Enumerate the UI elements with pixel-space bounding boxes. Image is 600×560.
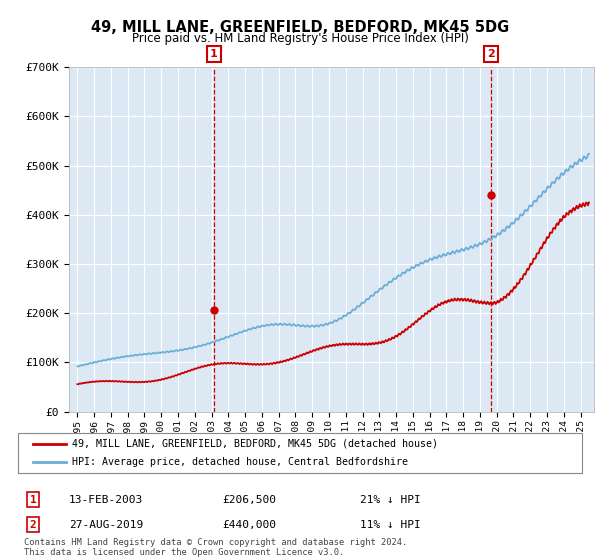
Text: 1: 1 (210, 49, 217, 59)
Text: 13-FEB-2003: 13-FEB-2003 (69, 494, 143, 505)
Text: HPI: Average price, detached house, Central Bedfordshire: HPI: Average price, detached house, Cent… (72, 458, 408, 467)
Text: 49, MILL LANE, GREENFIELD, BEDFORD, MK45 5DG: 49, MILL LANE, GREENFIELD, BEDFORD, MK45… (91, 20, 509, 35)
Text: Price paid vs. HM Land Registry's House Price Index (HPI): Price paid vs. HM Land Registry's House … (131, 32, 469, 45)
Text: 49, MILL LANE, GREENFIELD, BEDFORD, MK45 5DG (detached house): 49, MILL LANE, GREENFIELD, BEDFORD, MK45… (72, 439, 438, 449)
Text: 2: 2 (487, 49, 495, 59)
Text: £440,000: £440,000 (222, 520, 276, 530)
Text: 21% ↓ HPI: 21% ↓ HPI (360, 494, 421, 505)
Text: 11% ↓ HPI: 11% ↓ HPI (360, 520, 421, 530)
Text: 27-AUG-2019: 27-AUG-2019 (69, 520, 143, 530)
Text: 2: 2 (29, 520, 37, 530)
Text: Contains HM Land Registry data © Crown copyright and database right 2024.
This d: Contains HM Land Registry data © Crown c… (24, 538, 407, 557)
Text: £206,500: £206,500 (222, 494, 276, 505)
Text: 1: 1 (29, 494, 37, 505)
